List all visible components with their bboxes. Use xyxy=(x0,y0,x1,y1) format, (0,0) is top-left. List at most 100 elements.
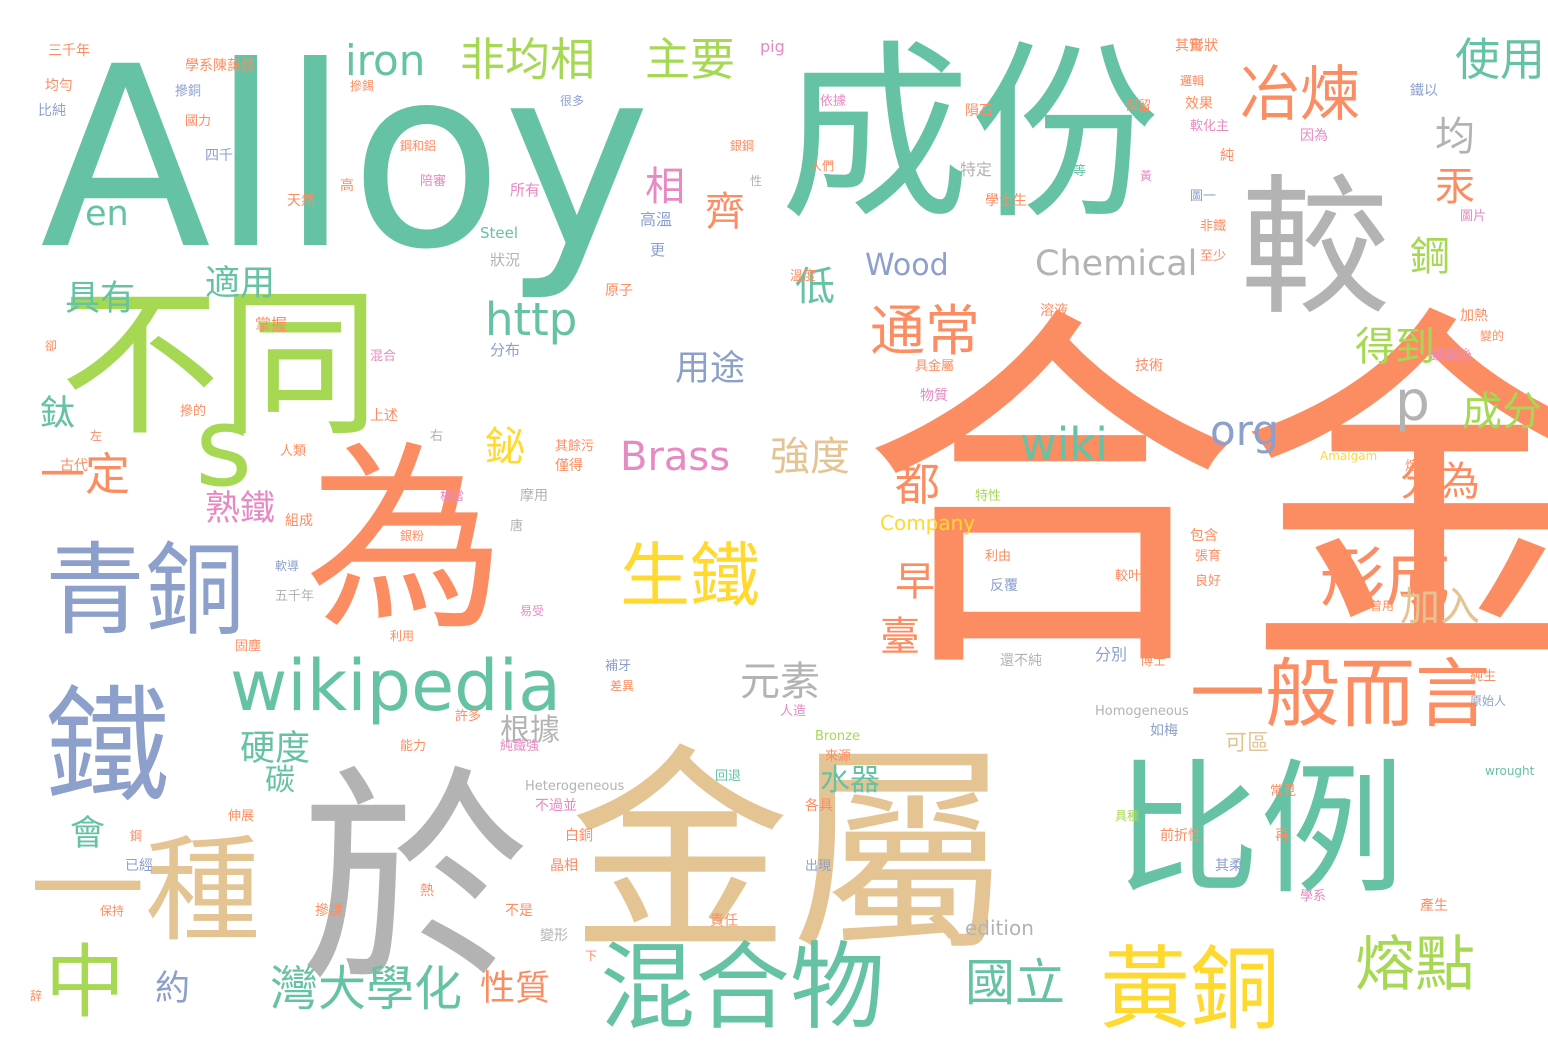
cloud-word: 天然 xyxy=(287,192,315,209)
cloud-word: 一定 xyxy=(40,448,130,501)
cloud-word: 鐵以 xyxy=(1410,82,1438,99)
cloud-word: 各具 xyxy=(805,798,833,814)
cloud-word: 冶煉 xyxy=(1240,60,1360,130)
cloud-word: 可區 xyxy=(1225,731,1269,756)
cloud-word: 因為 xyxy=(1300,128,1328,144)
cloud-word: 補牙 xyxy=(605,659,631,674)
cloud-word: edition xyxy=(965,916,1034,940)
cloud-word: 下 xyxy=(585,949,597,963)
cloud-word: 鋼和鋁 xyxy=(400,139,436,153)
cloud-word: 能力 xyxy=(400,739,426,754)
cloud-word: 鉍 xyxy=(485,424,525,470)
cloud-word: 成份 xyxy=(780,24,1160,245)
cloud-word: 銀粉 xyxy=(400,529,424,543)
cloud-word: 伸展 xyxy=(228,809,254,824)
cloud-word: 辞 xyxy=(30,988,42,1003)
cloud-word: 已經 xyxy=(125,858,153,874)
cloud-word: 溶液 xyxy=(1040,303,1068,319)
cloud-word: 前折性 xyxy=(1160,827,1202,844)
cloud-word: Heterogeneous xyxy=(525,779,625,794)
cloud-word: 加入 xyxy=(1400,584,1480,630)
cloud-word: 更 xyxy=(650,241,665,259)
cloud-word: 主要 xyxy=(645,33,735,86)
cloud-word: 用途 xyxy=(675,349,745,389)
cloud-word: 相 xyxy=(645,164,685,210)
cloud-word: 金屬 xyxy=(570,726,1010,982)
cloud-word: 摻的 xyxy=(180,403,206,419)
cloud-word: 其柔 xyxy=(1215,858,1243,874)
cloud-word: 四千 xyxy=(205,148,233,164)
cloud-word: 如梅 xyxy=(1150,723,1178,739)
cloud-word: 加熱 xyxy=(1460,308,1488,324)
cloud-word: 熔融 xyxy=(1405,459,1431,474)
cloud-word: 銀鋼 xyxy=(730,139,754,153)
cloud-word: 高 xyxy=(340,177,354,194)
cloud-word: Chemical xyxy=(1035,244,1197,284)
cloud-word: 學系陳藹然 xyxy=(185,57,255,74)
cloud-word: 鋼 xyxy=(1410,234,1450,280)
cloud-word: 溫度 xyxy=(790,268,816,284)
cloud-word: 會 xyxy=(70,814,105,854)
cloud-word: org xyxy=(1210,406,1279,455)
cloud-word: 特性 xyxy=(975,489,1001,504)
cloud-word: 約 xyxy=(155,969,190,1009)
cloud-word: 效果 xyxy=(1185,96,1213,112)
cloud-word: 分布 xyxy=(490,341,520,359)
cloud-word: 物質 xyxy=(920,388,948,404)
cloud-word: 為 xyxy=(305,425,505,658)
cloud-word: Homogeneous xyxy=(1095,704,1189,719)
cloud-word: 純鐵強 xyxy=(500,738,539,754)
cloud-word: 灣大學化 xyxy=(270,961,462,1017)
cloud-word: 至少 xyxy=(1200,249,1226,264)
cloud-word: wrought xyxy=(1485,764,1535,778)
cloud-word: 利用 xyxy=(390,629,414,643)
cloud-word: 齊 xyxy=(705,189,745,235)
cloud-word: 黃銅 xyxy=(1100,937,1280,1042)
cloud-word: 於 xyxy=(300,748,530,1015)
cloud-word: 臺 xyxy=(880,614,920,660)
cloud-word: 硬度 xyxy=(240,729,310,769)
cloud-word: 都 xyxy=(895,458,940,511)
cloud-word: 形成 xyxy=(1320,541,1450,616)
cloud-word: 唐 xyxy=(510,518,523,534)
cloud-word: 使用 xyxy=(1455,33,1545,86)
cloud-word: 較叶 xyxy=(1115,569,1141,584)
cloud-word: 性質 xyxy=(480,969,550,1009)
cloud-word: 通常 xyxy=(870,299,980,363)
cloud-word: 非均相 xyxy=(460,33,595,86)
cloud-word: iron xyxy=(345,36,425,85)
cloud-word: 形狀 xyxy=(1190,38,1218,54)
cloud-word: Brass xyxy=(620,434,730,480)
cloud-word: Steel xyxy=(480,224,518,242)
cloud-word: 許多 xyxy=(455,708,481,724)
cloud-word: 其實 xyxy=(1175,37,1203,54)
cloud-word: 摩用 xyxy=(520,487,548,504)
cloud-word: 純 xyxy=(1220,148,1234,164)
cloud-word: 狀況 xyxy=(490,251,520,269)
cloud-word: 原始人 xyxy=(1470,694,1506,708)
cloud-word: p xyxy=(1395,369,1430,433)
cloud-word: 國立 xyxy=(965,954,1065,1012)
cloud-word: 國力 xyxy=(185,114,211,129)
cloud-word: 均 xyxy=(1435,114,1475,160)
cloud-word: 良好 xyxy=(1195,573,1221,589)
cloud-word: 不同 xyxy=(60,271,380,458)
cloud-word: 卻 xyxy=(45,339,57,353)
cloud-word: 右 xyxy=(430,429,443,444)
cloud-word: 軟化主 xyxy=(1190,118,1229,134)
cloud-word: 摻課 xyxy=(315,903,343,919)
cloud-word: 掌握 xyxy=(255,315,287,334)
cloud-word: 軟導 xyxy=(275,558,299,573)
cloud-word: 熱 xyxy=(420,883,434,899)
cloud-word: 所有 xyxy=(510,181,540,199)
cloud-word: 技術 xyxy=(1135,358,1163,374)
cloud-word: 比純 xyxy=(38,103,66,119)
cloud-word: pig xyxy=(760,37,785,56)
cloud-word: 具種 xyxy=(1115,809,1139,823)
cloud-word: 低 xyxy=(795,264,835,310)
cloud-word: 熔點 xyxy=(1355,930,1475,1000)
cloud-word: 人造 xyxy=(780,704,806,719)
cloud-word: 高溫 xyxy=(640,210,672,229)
cloud-word: 包含 xyxy=(1190,528,1218,544)
cloud-word: 較 xyxy=(1240,162,1390,336)
